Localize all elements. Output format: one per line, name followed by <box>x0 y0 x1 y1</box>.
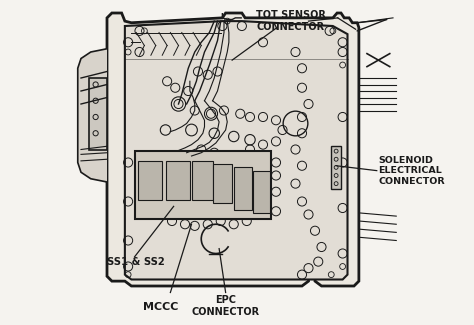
Text: SOLENOID
ELECTRICAL
CONNECTOR: SOLENOID ELECTRICAL CONNECTOR <box>378 156 445 186</box>
Text: TOT SENSOR
CONNECTOR: TOT SENSOR CONNECTOR <box>255 10 326 32</box>
Text: EPC
CONNECTOR: EPC CONNECTOR <box>191 295 260 317</box>
Bar <box>191 161 213 200</box>
Polygon shape <box>125 21 347 280</box>
Bar <box>138 161 162 200</box>
Bar <box>135 151 271 219</box>
Bar <box>331 146 341 188</box>
Text: MCCC: MCCC <box>143 302 178 312</box>
Bar <box>165 161 190 200</box>
Polygon shape <box>107 13 359 286</box>
Bar <box>253 171 270 213</box>
Bar <box>213 164 232 203</box>
Text: SS1 & SS2: SS1 & SS2 <box>107 257 165 266</box>
Polygon shape <box>78 49 107 182</box>
Bar <box>89 78 107 150</box>
Bar <box>234 167 252 210</box>
